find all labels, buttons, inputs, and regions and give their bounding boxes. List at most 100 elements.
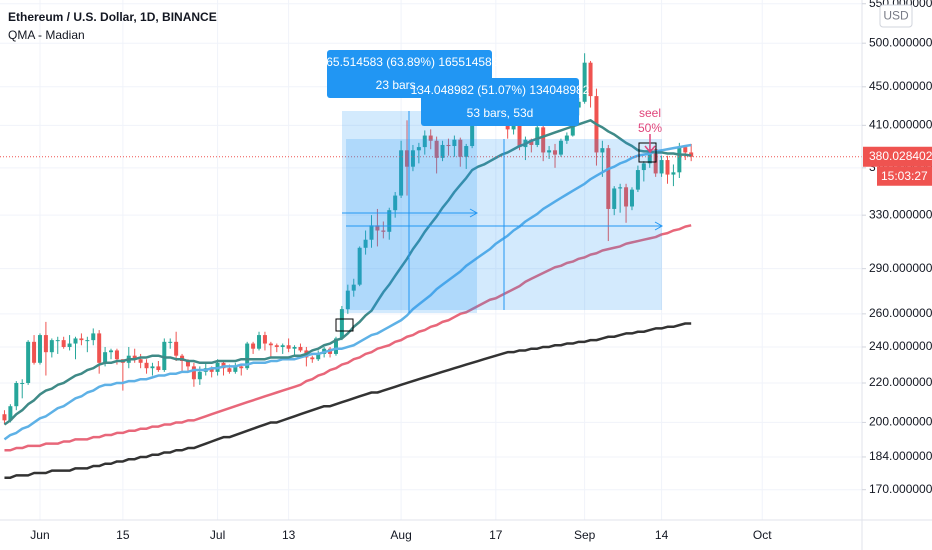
candle-body <box>470 107 475 147</box>
candle-body <box>310 357 315 360</box>
candle-body <box>535 127 540 145</box>
candle-body <box>428 135 433 141</box>
candle-body <box>440 144 445 158</box>
measure-label-box <box>421 78 579 126</box>
candle-body <box>629 189 634 207</box>
candle-body <box>624 187 629 207</box>
candle-body <box>363 239 368 248</box>
candle-body <box>185 361 190 367</box>
candle-body <box>665 160 670 175</box>
candle-body <box>588 62 593 97</box>
candle-body <box>257 335 262 349</box>
candle-body <box>55 340 60 342</box>
y-tick-label: 220.000000 <box>869 375 932 389</box>
y-tick-label: 290.000000 <box>869 261 932 275</box>
candle-body <box>43 335 48 353</box>
candle-body <box>132 355 137 360</box>
candle-body <box>85 340 90 342</box>
candle-body <box>410 150 415 167</box>
candle-body <box>14 382 19 407</box>
candle-body <box>641 163 646 171</box>
currency-label[interactable]: USD <box>883 9 909 23</box>
candle-body <box>61 340 66 347</box>
candle-body <box>553 150 558 155</box>
candle-body <box>677 147 682 173</box>
candle-body <box>73 338 78 344</box>
candle-body <box>541 127 546 153</box>
candle-body <box>393 195 398 211</box>
candle-body <box>268 343 273 346</box>
candle-body <box>79 338 84 341</box>
x-tick-label: Jun <box>30 528 49 542</box>
moving-average-line <box>4 224 692 452</box>
marker-label: seel <box>639 106 661 120</box>
candle-body <box>416 147 421 151</box>
candle-body <box>339 309 344 339</box>
arrow-head <box>469 208 479 218</box>
candle-body <box>37 335 42 363</box>
moving-average-line <box>4 322 692 479</box>
candle-body <box>251 343 256 349</box>
candle-body <box>8 406 13 421</box>
candle-body <box>399 150 404 196</box>
candle-body <box>452 139 457 147</box>
candle-body <box>683 147 688 153</box>
x-tick-label: Aug <box>390 528 411 542</box>
candle-body <box>606 148 611 209</box>
candle-body <box>612 188 617 209</box>
y-tick-label: 500.000000 <box>869 35 932 49</box>
y-tick-label: 410.000000 <box>869 118 932 132</box>
candle-body <box>156 366 161 371</box>
candle-body <box>144 362 149 369</box>
currency-button[interactable] <box>879 4 913 28</box>
candle-body <box>671 172 676 175</box>
last-price-box <box>863 146 932 167</box>
y-tick-label: 240.000000 <box>869 339 932 353</box>
candle-body <box>582 62 587 102</box>
drawings: 165.514583 (63.89%) 165514583 23 bars, 2… <box>320 50 664 332</box>
candle-body <box>547 150 552 153</box>
candle-body <box>191 366 196 380</box>
candle-body <box>458 139 463 157</box>
candle-body <box>292 346 297 349</box>
candle-body <box>600 148 605 153</box>
candle-body <box>245 343 250 369</box>
y-tick-label: 170.000000 <box>869 482 932 496</box>
candle-body <box>91 333 96 341</box>
candle-body <box>49 340 54 353</box>
candle-body <box>316 353 321 360</box>
candle-body <box>446 144 451 147</box>
y-tick-label: 184.000000 <box>869 449 932 463</box>
y-tick-label: 200.000000 <box>869 415 932 429</box>
x-tick-label: 15 <box>116 528 130 542</box>
measure-sublabel: 53 bars, 53d <box>467 106 534 120</box>
candle-body <box>280 345 285 347</box>
x-tick-label: Sep <box>574 528 596 542</box>
chart-title: Ethereum / U.S. Dollar, 1D, BINANCE <box>8 10 217 24</box>
moving-average-line <box>3 143 692 441</box>
candle-body <box>422 135 427 148</box>
candle-body <box>209 368 214 372</box>
candle-body <box>333 338 338 354</box>
countdown-box <box>877 166 932 186</box>
candle-body <box>618 187 623 189</box>
candle-body <box>635 170 640 190</box>
candle-body <box>239 366 244 369</box>
candle-body <box>558 140 563 155</box>
candle-body <box>32 341 37 363</box>
y-tick-label: 450.000000 <box>869 79 932 93</box>
x-tick-label: Jul <box>210 528 225 542</box>
candle-body <box>20 382 25 384</box>
x-tick-label: 14 <box>655 528 669 542</box>
y-tick-label: 330.000000 <box>869 207 932 221</box>
candle-body <box>434 140 439 158</box>
candle-body <box>162 341 167 371</box>
candle-body <box>369 225 374 240</box>
candle-body <box>564 135 569 141</box>
candle-body <box>274 345 279 347</box>
candle-body <box>67 343 72 347</box>
countdown-label: 15:03:27 <box>881 169 928 183</box>
marker-sublabel: 50% <box>638 121 662 135</box>
